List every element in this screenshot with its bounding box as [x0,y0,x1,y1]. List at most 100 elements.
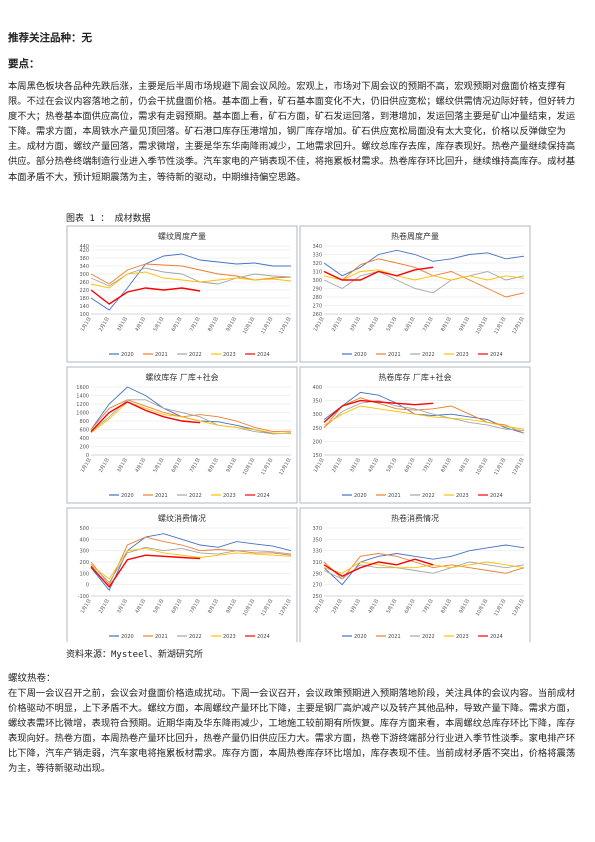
legend-label: 2020 [121,352,134,358]
legend-label: 2024 [257,493,270,499]
y-tick-label: 270 [312,583,322,589]
series-line-2022 [90,399,292,435]
y-tick-label: 310 [312,560,322,566]
y-tick-label: 1000 [76,411,89,417]
series-line-2020 [323,391,525,434]
legend-label: 2024 [257,352,270,358]
series-line-2023 [323,405,525,430]
y-tick-label: 320 [312,261,322,267]
y-tick-label: 440 [79,244,89,250]
y-tick-label: 250 [312,594,322,600]
y-tick-label: 350 [312,399,322,405]
legend-label: 2022 [422,352,435,358]
y-tick-label: 220 [79,288,89,294]
legend-label: 2021 [155,634,168,640]
y-tick-label: 500 [79,526,89,532]
y-tick-label: 250 [312,426,322,432]
chart-title: 热卷消费情况 [391,513,439,523]
y-tick-label: -100 [78,594,89,600]
chart-frame [66,366,298,504]
series-line-2022 [90,546,292,584]
chart-frame [299,366,531,504]
y-tick-label: 260 [312,312,322,318]
series-line-2024 [323,558,434,577]
figure-panel-grid: 螺纹周度产量 100 140 180 220 260 300 340 380 420 440 1月1日… [65,224,531,645]
legend-label: 2020 [354,634,367,640]
section-body: 在下周一会议召开之前，会议会对盘面价格造成扰动。下周一会议召开，会议政策预期进入… [8,688,576,775]
legend-label: 2022 [422,493,435,499]
key-points-title: 要点： [8,58,40,70]
charts-svg: 螺纹周度产量1001401802202603003403804204401月1日… [66,225,531,645]
chart-frame [299,225,531,363]
legend-label: 2021 [388,352,401,358]
legend-label: 2021 [155,493,168,499]
y-tick-label: 400 [79,436,89,442]
figure-source: 资料来源：Mysteel、新湖研究所 [66,650,203,660]
series-line-2020 [323,249,525,277]
series-line-2021 [323,553,525,580]
series-line-2022 [323,271,525,294]
legend-label: 2024 [490,634,503,640]
series-line-2023 [323,561,525,574]
y-tick-label: 150 [312,453,322,459]
legend-label: 2022 [422,634,435,640]
y-tick-label: 270 [312,304,322,310]
chart-frame [66,225,298,363]
y-tick-label: 1200 [76,402,89,408]
y-tick-label: 310 [312,270,322,276]
y-tick-label: 290 [312,571,322,577]
series-line-2024 [90,287,201,305]
chart-panel-3: 螺纹库存 厂库+社会020040060080010001200140016001… [66,366,298,504]
series-line-2023 [90,401,292,435]
y-tick-label: 200 [79,560,89,566]
series-line-2023 [90,271,292,289]
y-tick-label: 330 [312,549,322,555]
y-tick-label: 350 [312,537,322,543]
y-tick-label: 290 [312,287,322,293]
y-tick-label: 340 [312,244,322,250]
legend-label: 2020 [354,352,367,358]
figure-caption: 图表 1 ： 成材数据 [66,214,151,224]
y-tick-label: 800 [79,419,89,425]
legend-label: 2024 [490,493,503,499]
series-line-2022 [323,561,525,580]
y-tick-label: 100 [79,312,89,318]
series-line-2024 [323,399,434,423]
y-tick-label: 370 [312,526,322,532]
y-tick-label: 1600 [76,385,89,391]
y-tick-label: 0 [86,583,89,589]
legend-label: 2022 [189,493,202,499]
y-tick-label: 100 [79,571,89,577]
series-line-2024 [90,554,201,589]
series-line-2021 [90,399,292,433]
y-tick-label: 300 [312,412,322,418]
series-line-2021 [90,536,292,586]
series-line-2024 [323,266,434,281]
y-tick-label: 420 [79,248,89,254]
y-tick-label: 400 [312,385,322,391]
summary-paragraph: 本周黑色板块各品种先跌后涨，主要是后半周市场规避下周会议风险。宏观上，市场对下周… [8,81,576,183]
y-tick-label: 330 [312,253,322,259]
legend-label: 2023 [223,634,236,640]
legend-label: 2022 [189,634,202,640]
legend-label: 2023 [456,634,469,640]
series-line-2022 [323,400,525,431]
series-line-2023 [323,269,525,281]
series-line-2020 [90,253,291,311]
y-tick-label: 280 [312,295,322,301]
legend-label: 2023 [456,493,469,499]
y-tick-label: 600 [79,428,89,434]
y-tick-label: 260 [79,280,89,286]
y-tick-label: 200 [79,445,89,451]
legend-label: 2021 [388,493,401,499]
series-line-2021 [323,258,525,298]
y-tick-label: 300 [79,549,89,555]
legend-label: 2024 [490,352,503,358]
y-tick-label: 340 [79,264,89,270]
section-title: 螺纹热卷： [8,673,56,684]
y-tick-label: 140 [79,304,89,310]
legend-label: 2022 [189,352,202,358]
